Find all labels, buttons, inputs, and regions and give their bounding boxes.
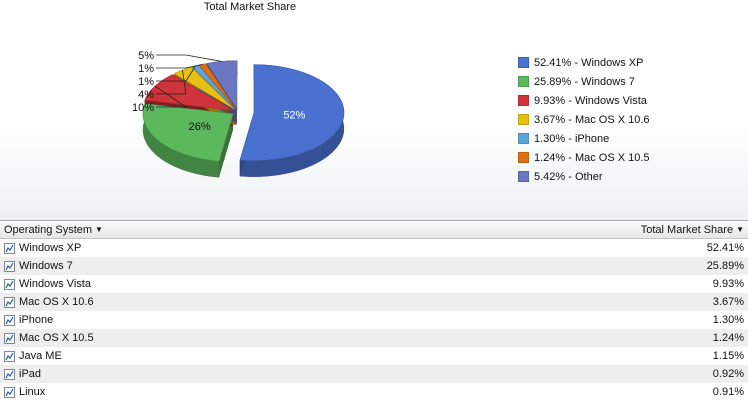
trend-chart-icon[interactable] [4, 278, 15, 290]
os-name: Linux [19, 386, 46, 398]
column-header-label: Operating System [4, 223, 93, 236]
trend-chart-icon[interactable] [4, 386, 15, 398]
legend-item: 1.30% - iPhone [518, 129, 650, 148]
pie-slice[interactable] [239, 64, 345, 161]
share-value: 0.92% [712, 368, 744, 380]
market-share-table: Operating System ▼ Total Market Share ▼ … [0, 220, 748, 402]
table-row: Java ME 1.15% [0, 347, 748, 365]
os-name: Mac OS X 10.5 [19, 332, 94, 344]
share-value: 1.24% [712, 332, 744, 344]
os-name: Windows XP [19, 242, 82, 254]
share-value: 3.67% [712, 296, 744, 308]
pie-slice[interactable] [142, 103, 234, 162]
column-header-total-market-share[interactable]: Total Market Share ▼ [641, 224, 744, 236]
legend-swatch [518, 95, 529, 106]
legend-swatch [518, 76, 529, 87]
share-value: 0.91% [712, 386, 744, 398]
os-name: iPhone [19, 314, 54, 326]
trend-chart-icon[interactable] [4, 242, 15, 254]
callout-line [154, 85, 188, 108]
slice-label: 1% [138, 63, 154, 75]
sort-caret-icon: ▼ [95, 225, 103, 234]
chart-title: Total Market Share [203, 1, 297, 13]
callout-line [156, 54, 222, 62]
legend-item: 9.93% - Windows Vista [518, 91, 650, 110]
legend-label: 9.93% - Windows Vista [534, 94, 647, 107]
trend-chart-icon[interactable] [4, 260, 15, 272]
chart-area: Total Market Share 52% 26% 5% 1% 1% 4% 10% 52.… [0, 0, 748, 220]
table-row: Mac OS X 10.6 3.67% [0, 293, 748, 311]
table-body: Windows XP 52.41% Windows 7 25.89% Windo… [0, 239, 748, 401]
share-value: 9.93% [712, 278, 744, 290]
legend-item: 1.24% - Mac OS X 10.5 [518, 148, 650, 167]
column-header-label: Total Market Share [640, 223, 734, 236]
os-name: iPad [19, 368, 42, 380]
share-value: 1.30% [712, 314, 744, 326]
table-row: iPhone 1.30% [0, 311, 748, 329]
legend-label: 52.41% - Windows XP [534, 56, 644, 69]
legend-label: 1.30% - iPhone [534, 132, 610, 145]
slice-label: 4% [138, 89, 154, 101]
os-name: Mac OS X 10.6 [19, 296, 94, 308]
trend-chart-icon[interactable] [4, 332, 15, 344]
legend-label: 3.67% - Mac OS X 10.6 [534, 113, 650, 126]
os-name: Windows Vista [19, 278, 91, 290]
slice-label: 1% [138, 76, 154, 88]
table-row: iPad 0.92% [0, 365, 748, 383]
os-name: Java ME [19, 350, 62, 362]
legend-swatch [518, 152, 529, 163]
share-value: 25.89% [706, 260, 744, 272]
pie-chart: 52%26%5%1%1%4%10% [132, 50, 345, 178]
legend-swatch [518, 133, 529, 144]
trend-chart-icon[interactable] [4, 350, 15, 362]
slice-label: 26% [189, 121, 211, 133]
legend-item: 3.67% - Mac OS X 10.6 [518, 110, 650, 129]
legend-label: 25.89% - Windows 7 [534, 75, 635, 88]
os-name: Windows 7 [19, 260, 73, 272]
legend-label: 1.24% - Mac OS X 10.5 [534, 151, 650, 164]
slice-label: 5% [138, 50, 154, 62]
legend-swatch [518, 114, 529, 125]
legend-swatch [518, 57, 529, 68]
legend-label: 5.42% - Other [534, 170, 603, 183]
callout-line [156, 65, 196, 82]
trend-chart-icon[interactable] [4, 314, 15, 326]
trend-chart-icon[interactable] [4, 296, 15, 308]
table-row: Windows 7 25.89% [0, 257, 748, 275]
chart-legend: 52.41% - Windows XP 25.89% - Windows 7 9.9… [518, 53, 650, 186]
share-value: 52.41% [706, 242, 744, 254]
column-header-operating-system[interactable]: Operating System ▼ [4, 224, 103, 236]
slice-label: 10% [132, 102, 154, 114]
trend-chart-icon[interactable] [4, 368, 15, 380]
table-row: Windows XP 52.41% [0, 239, 748, 257]
table-row: Mac OS X 10.5 1.24% [0, 329, 748, 347]
share-value: 1.15% [712, 350, 744, 362]
table-header: Operating System ▼ Total Market Share ▼ [0, 221, 748, 239]
slice-label: 52% [283, 109, 305, 121]
legend-item: 5.42% - Other [518, 167, 650, 186]
legend-item: 52.41% - Windows XP [518, 53, 650, 72]
table-row: Linux 0.91% [0, 383, 748, 401]
sort-caret-icon: ▼ [736, 225, 744, 234]
pie-slice[interactable] [206, 60, 238, 110]
callout-line [156, 63, 203, 69]
legend-item: 25.89% - Windows 7 [518, 72, 650, 91]
table-row: Windows Vista 9.93% [0, 275, 748, 293]
legend-swatch [518, 171, 529, 182]
